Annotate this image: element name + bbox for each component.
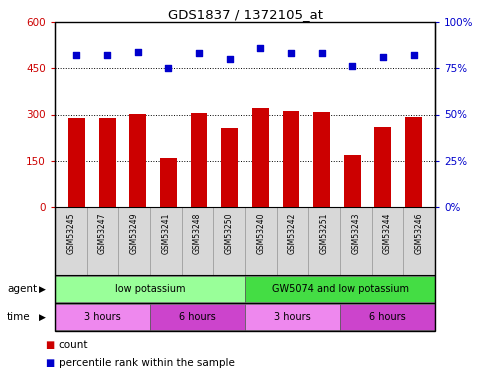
Text: GSM53241: GSM53241	[161, 213, 170, 254]
Bar	[118, 207, 150, 275]
Bar	[283, 111, 299, 207]
Point	[165, 65, 172, 71]
Point	[318, 51, 326, 57]
Point	[195, 51, 203, 57]
Text: ■: ■	[45, 358, 54, 368]
Bar	[403, 207, 435, 275]
Point	[134, 49, 142, 55]
Text: low potassium: low potassium	[115, 284, 185, 294]
Bar	[405, 117, 422, 207]
Point	[256, 45, 264, 51]
Text: GSM53248: GSM53248	[193, 213, 202, 254]
Bar	[68, 118, 85, 207]
Bar	[374, 128, 391, 207]
Text: GSM53243: GSM53243	[351, 213, 360, 254]
Point	[287, 51, 295, 57]
Bar	[277, 207, 308, 275]
Text: GW5074 and low potassium: GW5074 and low potassium	[271, 284, 409, 294]
Bar	[221, 128, 238, 207]
Text: count: count	[58, 340, 88, 350]
Text: GSM53249: GSM53249	[129, 213, 139, 254]
Text: GSM53245: GSM53245	[66, 213, 75, 254]
Bar	[55, 276, 245, 303]
Text: GSM53247: GSM53247	[98, 213, 107, 254]
Text: ▶: ▶	[39, 285, 46, 294]
Bar	[252, 108, 269, 207]
Text: ■: ■	[45, 340, 54, 350]
Bar	[160, 158, 177, 207]
Bar	[245, 207, 277, 275]
Point	[103, 52, 111, 58]
Bar	[340, 207, 371, 275]
Bar	[150, 303, 245, 330]
Text: time: time	[7, 312, 30, 322]
Bar	[308, 207, 340, 275]
Bar	[55, 22, 435, 331]
Bar	[150, 207, 182, 275]
Text: 3 hours: 3 hours	[84, 312, 121, 322]
Bar	[182, 207, 213, 275]
Text: GSM53251: GSM53251	[320, 213, 328, 254]
Bar	[191, 113, 208, 207]
Point	[379, 54, 387, 60]
Bar	[340, 303, 435, 330]
Bar	[371, 207, 403, 275]
Bar	[213, 207, 245, 275]
Point	[72, 52, 80, 58]
Text: agent: agent	[7, 284, 37, 294]
Text: 3 hours: 3 hours	[274, 312, 311, 322]
Title: GDS1837 / 1372105_at: GDS1837 / 1372105_at	[168, 8, 323, 21]
Bar	[55, 303, 150, 330]
Bar	[344, 155, 361, 207]
Bar	[129, 114, 146, 207]
Text: GSM53244: GSM53244	[383, 213, 392, 254]
Point	[226, 56, 234, 62]
Text: ▶: ▶	[39, 312, 46, 321]
Bar	[55, 207, 86, 275]
Text: GSM53242: GSM53242	[288, 213, 297, 254]
Text: 6 hours: 6 hours	[179, 312, 216, 322]
Text: GSM53246: GSM53246	[415, 213, 424, 254]
Text: 6 hours: 6 hours	[369, 312, 406, 322]
Bar	[86, 207, 118, 275]
Text: GSM53250: GSM53250	[225, 213, 234, 254]
Point	[410, 52, 417, 58]
Text: percentile rank within the sample: percentile rank within the sample	[58, 358, 234, 368]
Bar	[313, 112, 330, 207]
Bar	[99, 118, 115, 207]
Bar	[245, 303, 340, 330]
Bar	[245, 276, 435, 303]
Point	[348, 63, 356, 69]
Text: GSM53240: GSM53240	[256, 213, 265, 254]
